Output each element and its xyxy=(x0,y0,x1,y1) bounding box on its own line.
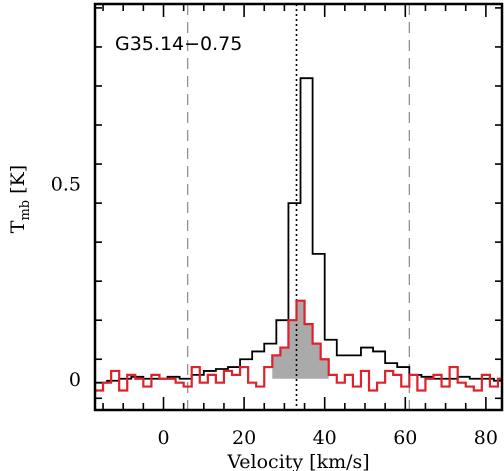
y-axis-title: Tmb [K] xyxy=(7,165,33,233)
y-tick-label: 0 xyxy=(69,369,81,391)
x-tick-label: 60 xyxy=(393,427,417,449)
y-tick-label: 0.5 xyxy=(51,174,81,196)
x-tick-label: 80 xyxy=(474,427,498,449)
chart-title: G35.14−0.75 xyxy=(115,33,242,55)
x-axis-title: Velocity [km/s] xyxy=(226,451,369,471)
x-tick-label: 0 xyxy=(157,427,169,449)
spectrum-series-2 xyxy=(95,299,502,392)
x-tick-label: 20 xyxy=(232,427,256,449)
x-tick-label: 40 xyxy=(313,427,337,449)
y-axis-title-unit: [K] xyxy=(7,165,29,200)
shaded-area xyxy=(272,300,329,379)
y-axis-title-main: T xyxy=(7,220,29,233)
plot-frame xyxy=(93,2,504,412)
y-axis-title-subscript: mb xyxy=(18,200,33,221)
